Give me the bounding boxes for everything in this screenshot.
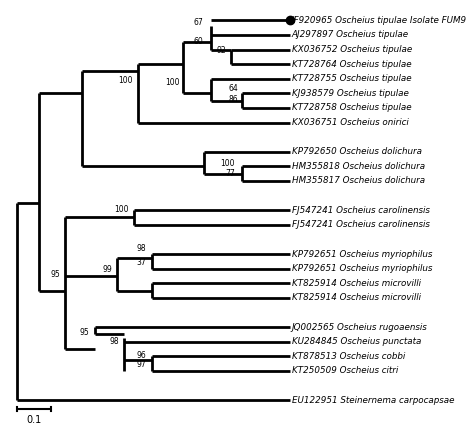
Text: 99: 99 [102,266,112,275]
Text: 97: 97 [137,360,146,369]
Text: 0.1: 0.1 [27,415,42,425]
Text: KP792651 Oscheius myriophilus: KP792651 Oscheius myriophilus [292,250,432,259]
Text: JQ002565 Oscheius rugoaensis: JQ002565 Oscheius rugoaensis [292,323,428,332]
Text: KT878513 Oscheius cobbi: KT878513 Oscheius cobbi [292,352,405,361]
Text: 100: 100 [165,79,179,88]
Text: FJ547241 Oscheius carolinensis: FJ547241 Oscheius carolinensis [292,205,430,214]
Text: 95: 95 [50,270,60,279]
Text: KU284845 Oscheius punctata: KU284845 Oscheius punctata [292,337,421,346]
Text: 64: 64 [228,84,238,93]
Text: KX036752 Oscheius tipulae: KX036752 Oscheius tipulae [292,45,412,54]
Text: KT825914 Oscheius microvilli: KT825914 Oscheius microvilli [292,293,421,302]
Text: AJ297897 Oscheius tipulae: AJ297897 Oscheius tipulae [292,30,409,39]
Text: 37: 37 [137,258,146,267]
Text: 92: 92 [217,46,226,55]
Text: FJ547241 Oscheius carolinensis: FJ547241 Oscheius carolinensis [292,221,430,229]
Text: KP792650 Oscheius dolichura: KP792650 Oscheius dolichura [292,147,422,156]
Text: KX036751 Oscheius onirici: KX036751 Oscheius onirici [292,118,409,127]
Text: KT825914 Oscheius microvilli: KT825914 Oscheius microvilli [292,279,421,288]
Text: 60: 60 [194,37,204,46]
Text: KT728764 Oscheius tipulae: KT728764 Oscheius tipulae [292,60,411,69]
Text: 67: 67 [194,18,204,27]
Text: 77: 77 [225,169,235,178]
Text: KP792651 Oscheius myriophilus: KP792651 Oscheius myriophilus [292,264,432,273]
Text: 100: 100 [115,205,129,214]
Text: HM355817 Oscheius dolichura: HM355817 Oscheius dolichura [292,176,425,185]
Text: 100: 100 [220,159,235,168]
Text: 98: 98 [109,337,119,346]
Text: KT728755 Oscheius tipulae: KT728755 Oscheius tipulae [292,74,411,83]
Text: 100: 100 [118,76,133,85]
Text: HM355818 Oscheius dolichura: HM355818 Oscheius dolichura [292,162,425,171]
Text: KT728758 Oscheius tipulae: KT728758 Oscheius tipulae [292,103,411,112]
Text: EU122951 Steinernema carpocapsae: EU122951 Steinernema carpocapsae [292,396,455,405]
Text: KT250509 Oscheius citri: KT250509 Oscheius citri [292,366,398,375]
Text: 98: 98 [137,244,146,253]
Text: KJ938579 Oscheius tipulae: KJ938579 Oscheius tipulae [292,89,409,98]
Text: 95: 95 [80,328,89,337]
Text: 96: 96 [137,351,146,360]
Text: 86: 86 [228,94,238,103]
Text: JF920965 Oscheius tipulae Isolate FUM9: JF920965 Oscheius tipulae Isolate FUM9 [292,16,467,25]
